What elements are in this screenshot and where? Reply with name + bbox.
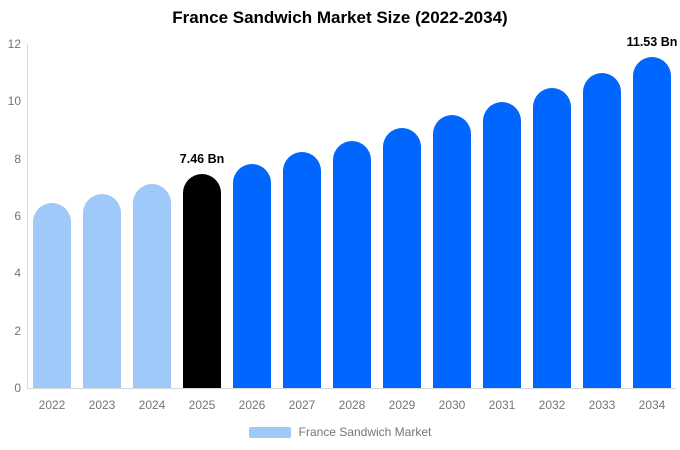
x-tick-label-2031: 2031 <box>488 398 516 412</box>
legend-swatch <box>248 426 291 438</box>
y-tick-label: 6 <box>14 209 21 223</box>
bar-2031 <box>483 101 521 388</box>
bar-2034 <box>633 57 671 388</box>
bar-2027 <box>283 152 321 388</box>
legend: France Sandwich Market <box>0 425 680 439</box>
y-tick-label: 4 <box>14 266 21 281</box>
y-tick-label: 10 <box>7 94 21 109</box>
x-tick-label-2034: 2034 <box>638 398 666 412</box>
x-tick-label-2032: 2032 <box>538 398 566 412</box>
y-axis-line <box>27 44 28 388</box>
x-tick-label-2028: 2028 <box>338 398 366 412</box>
y-tick-label: 0 <box>14 381 21 395</box>
bar-2022 <box>33 203 71 388</box>
bar-2024 <box>133 184 171 388</box>
y-tick-label: 8 <box>14 151 21 166</box>
bar-2032 <box>533 87 571 388</box>
x-tick-label-2030: 2030 <box>438 398 466 412</box>
x-tick-label-2023: 2023 <box>88 398 116 412</box>
bar-2033 <box>583 72 621 388</box>
x-tick-label-2027: 2027 <box>288 398 316 412</box>
data-label-2034: 11.53 Bn <box>626 35 678 50</box>
bar-2023 <box>83 193 121 388</box>
x-axis-line <box>27 388 676 389</box>
y-tick-label: 2 <box>14 323 21 338</box>
bar-2030 <box>433 115 471 388</box>
bar-2026 <box>233 163 271 388</box>
x-tick-label-2033: 2033 <box>588 398 616 412</box>
x-tick-label-2026: 2026 <box>238 398 266 412</box>
bar-2028 <box>333 140 371 388</box>
y-tick-label: 12 <box>7 37 21 51</box>
bar-2025 <box>183 174 221 388</box>
bar-2029 <box>383 128 421 388</box>
x-tick-label-2025: 2025 <box>188 398 216 412</box>
chart-title: France Sandwich Market Size (2022-2034) <box>172 8 508 27</box>
data-label-2025: 7.46 Bn <box>179 152 225 167</box>
x-tick-label-2029: 2029 <box>388 398 416 412</box>
x-tick-label-2024: 2024 <box>138 398 166 412</box>
x-tick-label-2022: 2022 <box>38 398 66 412</box>
legend-label: France Sandwich Market <box>298 425 432 439</box>
